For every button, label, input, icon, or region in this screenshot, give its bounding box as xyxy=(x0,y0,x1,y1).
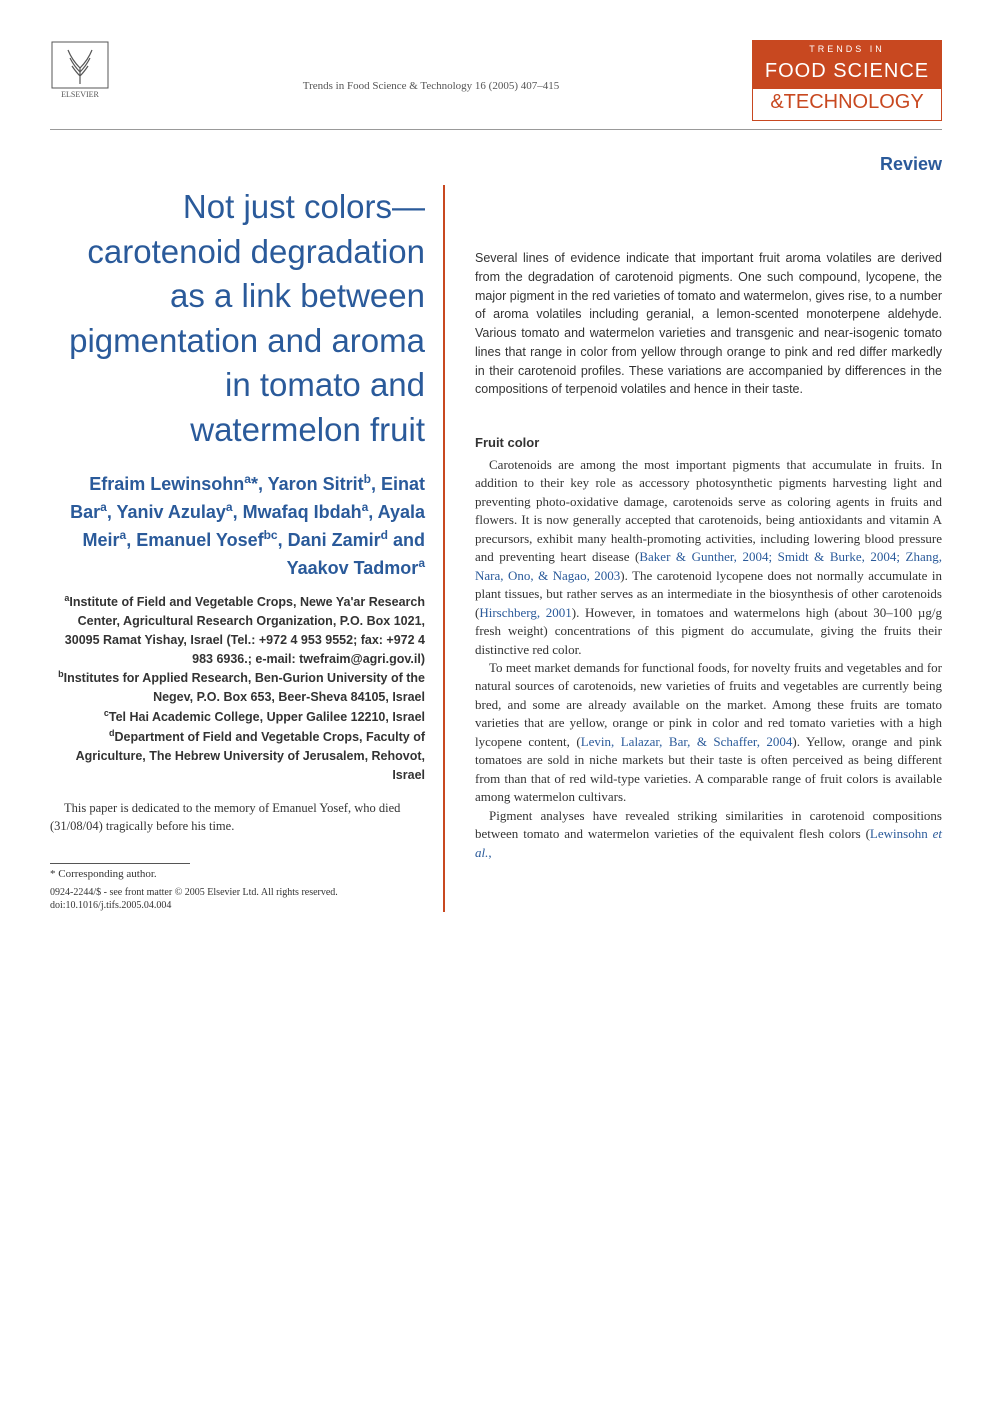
two-column-layout: Not just colors—carotenoid degradation a… xyxy=(50,185,942,912)
doi-line: doi:10.1016/j.tifs.2005.04.004 xyxy=(50,899,425,912)
journal-logo: TRENDS IN FOOD SCIENCE &TECHNOLOGY xyxy=(752,40,942,121)
journal-reference: Trends in Food Science & Technology 16 (… xyxy=(303,40,560,92)
publisher-name: ELSEVIER xyxy=(61,90,99,99)
abstract-text: Several lines of evidence indicate that … xyxy=(475,249,942,399)
article-title: Not just colors—carotenoid degradation a… xyxy=(50,185,425,452)
affiliation-list: aInstitute of Field and Vegetable Crops,… xyxy=(50,592,425,784)
dedication-text: This paper is dedicated to the memory of… xyxy=(50,800,425,835)
publisher-block: ELSEVIER xyxy=(50,40,110,105)
corresponding-author-note: * Corresponding author. xyxy=(50,863,190,880)
copyright-line: 0924-2244/$ - see front matter © 2005 El… xyxy=(50,886,425,899)
elsevier-tree-icon: ELSEVIER xyxy=(50,40,110,100)
paragraph-1: Carotenoids are among the most important… xyxy=(475,456,942,659)
journal-logo-line1: TRENDS IN xyxy=(752,40,942,58)
paragraph-2: To meet market demands for functional fo… xyxy=(475,659,942,807)
left-column: Not just colors—carotenoid degradation a… xyxy=(50,185,445,912)
body-text: Carotenoids are among the most important… xyxy=(475,456,942,862)
author-list: Efraim Lewinsohna*, Yaron Sitritb, Einat… xyxy=(50,470,425,582)
paragraph-3: Pigment analyses have revealed striking … xyxy=(475,807,942,862)
right-column: Several lines of evidence indicate that … xyxy=(475,185,942,912)
page-header: ELSEVIER Trends in Food Science & Techno… xyxy=(50,40,942,130)
journal-logo-line2: FOOD SCIENCE xyxy=(752,58,942,89)
journal-logo-line3: &TECHNOLOGY xyxy=(752,89,942,121)
section-heading-fruit-color: Fruit color xyxy=(475,435,942,450)
article-type-label: Review xyxy=(50,154,942,175)
